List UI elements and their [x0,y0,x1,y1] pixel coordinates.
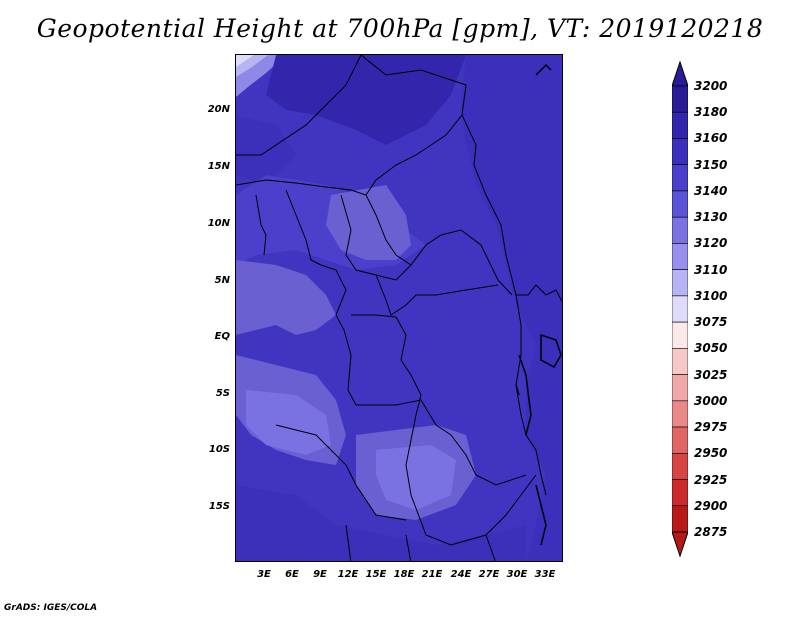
colorbar-segment [672,426,688,454]
contour-region-3180 [266,55,466,145]
colorbar-level-label: 3160 [694,131,728,146]
colorbar-segment [672,164,688,192]
colorbar-segment [672,85,688,113]
x-tick-label: 33E [534,569,556,580]
colorbar-level-label: 2975 [694,420,728,435]
colorbar-segment [672,269,688,297]
country-borders [236,55,562,561]
colorbar-level-label: 3110 [694,262,728,277]
colorbar-level-label: 3120 [694,236,728,251]
colorbar-level-label: 3180 [694,105,728,120]
y-tick-label: 15N [207,161,230,172]
colorbar-level-label: 3200 [694,79,728,93]
x-tick-label: 6E [285,569,299,580]
y-tick-label: 5N [214,275,230,286]
colorbar [672,60,688,558]
colorbar-segment [672,479,688,507]
footer-credit: GrADS: IGES/COLA [4,603,98,613]
colorbar-level-label: 3050 [694,341,728,356]
colorbar-segment [672,452,688,480]
x-tick-label: 30E [506,569,528,580]
colorbar-level-label: 3100 [694,288,728,303]
y-tick-label: 20N [207,104,230,115]
map-title: Geopotential Height at 700hPa [gpm], VT:… [36,14,764,43]
colorbar-segment [672,216,688,244]
contour-region-3140-coast [236,260,336,335]
colorbar-segment [672,348,688,375]
y-tick-label: 10N [207,218,230,229]
y-tick-label: 5S [215,388,230,399]
colorbar-segment [672,111,688,139]
x-tick-label: 3E [257,569,271,580]
colorbar-level-label: 2900 [694,498,728,513]
colorbar-level-label: 3130 [694,210,728,225]
colorbar-segment [672,138,688,166]
colorbar-level-label: 3000 [694,393,728,408]
colorbar-level-label: 3075 [694,315,728,330]
contour-region-3160-south [236,485,526,561]
colorbar-level-label: 2875 [694,525,728,539]
x-tick-label: 18E [393,569,415,580]
colorbar-level-label: 3150 [694,157,728,172]
colorbar-segment [672,243,688,270]
y-tick-label: 10S [208,444,230,455]
y-tick-label: EQ [214,331,230,342]
colorbar-level-label: 3025 [694,367,728,382]
colorbar-segment [672,374,688,402]
y-tick-label: 15S [208,501,230,512]
contour-region-3140-north [326,185,411,260]
colorbar-bottom-arrow [672,531,688,558]
x-tick-label: 24E [450,569,472,580]
contour-region-3110 [236,55,254,67]
colorbar-segment [672,190,688,218]
colorbar-segment [672,400,688,428]
contour-region-3160-east [461,55,562,561]
x-tick-label: 12E [337,569,359,580]
colorbar-level-label: 3140 [694,183,728,198]
lake-outlines [515,63,562,546]
colorbar-top-arrow [672,60,688,87]
x-tick-label: 9E [313,569,327,580]
colorbar-segment [672,321,688,349]
geopotential-map [236,55,562,561]
map-panel [235,54,563,562]
colorbar-level-label: 2925 [694,472,728,487]
colorbar-level-label: 2950 [694,446,728,461]
colorbar-segment [672,505,688,533]
x-tick-label: 21E [421,569,443,580]
x-tick-label: 27E [478,569,500,580]
contour-region-3130-southcentral [376,445,456,510]
colorbar-segment [672,295,688,323]
x-tick-label: 15E [365,569,387,580]
contour-region-3160-west [236,115,296,185]
contour-region-3130-south [246,390,331,455]
